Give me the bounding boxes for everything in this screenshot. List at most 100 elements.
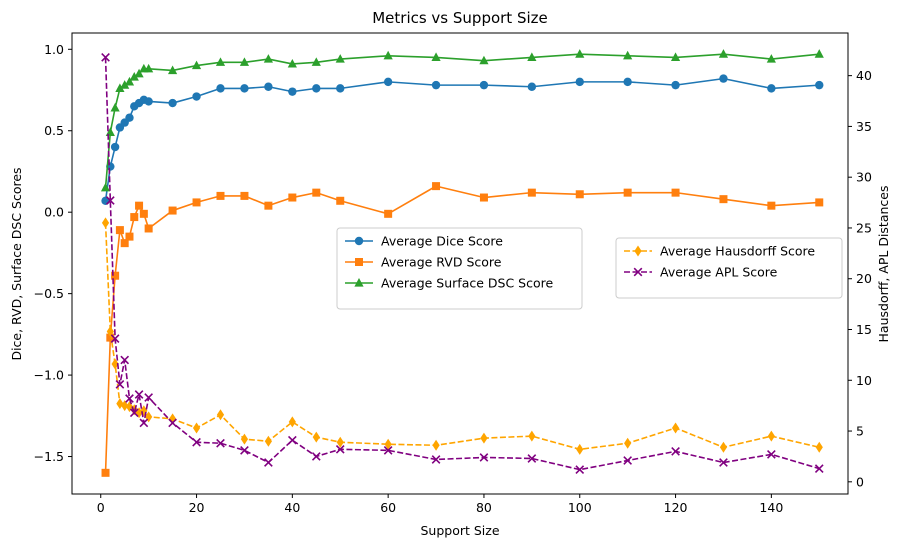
data-point	[767, 201, 776, 210]
data-point	[383, 77, 393, 87]
series-4	[101, 217, 823, 455]
data-point	[264, 458, 273, 467]
data-point	[129, 71, 139, 81]
data-point	[125, 232, 134, 241]
legend-marker	[634, 245, 642, 257]
data-point	[130, 213, 139, 222]
data-point	[311, 452, 321, 461]
data-point	[240, 191, 249, 200]
data-point	[431, 52, 441, 62]
x-tick-label: 100	[568, 500, 592, 515]
data-point	[216, 409, 225, 421]
data-point	[311, 57, 321, 66]
data-point	[115, 379, 125, 389]
data-point	[623, 50, 633, 60]
x-tick-label: 140	[759, 500, 783, 515]
left-y-axis-label: Dice, RVD, Surface DSC Scores	[9, 167, 24, 360]
data-point	[623, 77, 632, 87]
left-y-tick-label: −0.5	[34, 286, 64, 301]
series-5	[101, 53, 824, 474]
data-point	[527, 454, 537, 463]
data-point	[719, 74, 728, 83]
data-point	[432, 182, 441, 191]
data-point	[575, 190, 584, 199]
data-point	[168, 98, 177, 108]
data-point	[479, 80, 489, 90]
data-point	[191, 60, 202, 70]
data-point	[105, 196, 115, 205]
data-point	[383, 445, 393, 455]
data-point	[479, 55, 489, 65]
data-point	[623, 456, 633, 465]
right-y-tick-label: 35	[856, 119, 872, 134]
legend-left: Average Dice Score Average RVD Score Avera…	[336, 227, 583, 310]
data-point	[264, 201, 273, 210]
right-y-tick-label: 15	[856, 322, 872, 337]
data-point	[336, 84, 345, 93]
data-point	[432, 439, 440, 451]
data-point	[134, 68, 144, 78]
data-point	[383, 50, 393, 60]
data-point	[110, 334, 120, 344]
data-point	[111, 271, 120, 280]
data-point	[144, 63, 154, 73]
data-point	[263, 54, 273, 63]
x-tick-label: 40	[284, 500, 300, 515]
series-2	[101, 182, 824, 477]
data-point	[240, 84, 249, 93]
data-point	[671, 446, 680, 456]
data-point	[121, 400, 129, 412]
data-point	[240, 445, 249, 455]
data-point	[144, 224, 153, 233]
data-point	[671, 80, 680, 90]
data-point	[100, 182, 111, 192]
data-point	[312, 84, 321, 93]
chart-title: Metrics vs Support Size	[372, 9, 548, 27]
data-point	[105, 127, 115, 136]
data-point	[624, 437, 632, 449]
legend-label: Average APL Score	[660, 265, 778, 280]
left-y-tick-label: −1.0	[34, 368, 64, 383]
series-1	[101, 74, 824, 205]
data-point	[215, 57, 226, 66]
data-point	[670, 52, 681, 62]
data-point	[336, 196, 345, 205]
data-point	[120, 80, 130, 89]
data-point	[111, 358, 119, 370]
data-point	[312, 431, 320, 443]
data-point	[239, 57, 250, 66]
data-point	[134, 390, 144, 399]
data-point	[192, 437, 201, 447]
data-point	[766, 54, 776, 63]
data-point	[384, 209, 393, 218]
legend-label: Average Surface DSC Score	[381, 276, 553, 291]
data-point	[110, 142, 120, 152]
x-tick-label: 20	[189, 500, 205, 515]
data-point	[671, 422, 680, 434]
data-point	[719, 458, 728, 467]
data-point	[718, 49, 729, 58]
x-tick-label: 60	[380, 500, 396, 515]
right-y-tick-label: 40	[856, 68, 872, 83]
x-tick-label: 0	[97, 500, 105, 515]
right-y-tick-label: 10	[856, 373, 872, 388]
data-point	[719, 195, 728, 204]
data-point	[168, 418, 177, 428]
data-point	[576, 443, 584, 455]
left-y-tick-label: 0.0	[44, 205, 64, 220]
data-point	[288, 193, 297, 202]
data-point	[216, 191, 225, 200]
data-point	[106, 326, 114, 338]
right-y-tick-label: 25	[856, 220, 872, 235]
data-point	[527, 188, 536, 197]
data-point	[124, 76, 135, 86]
legend-label: Average Hausdorff Score	[660, 244, 815, 259]
data-point	[815, 198, 824, 207]
legend-right: Average Hausdorff Score Average APL Score	[615, 237, 843, 299]
legend-marker	[633, 267, 643, 277]
left-y-tick-label: 0.5	[44, 123, 64, 138]
data-point	[264, 435, 272, 447]
data-point	[264, 82, 273, 91]
data-point	[288, 87, 297, 96]
